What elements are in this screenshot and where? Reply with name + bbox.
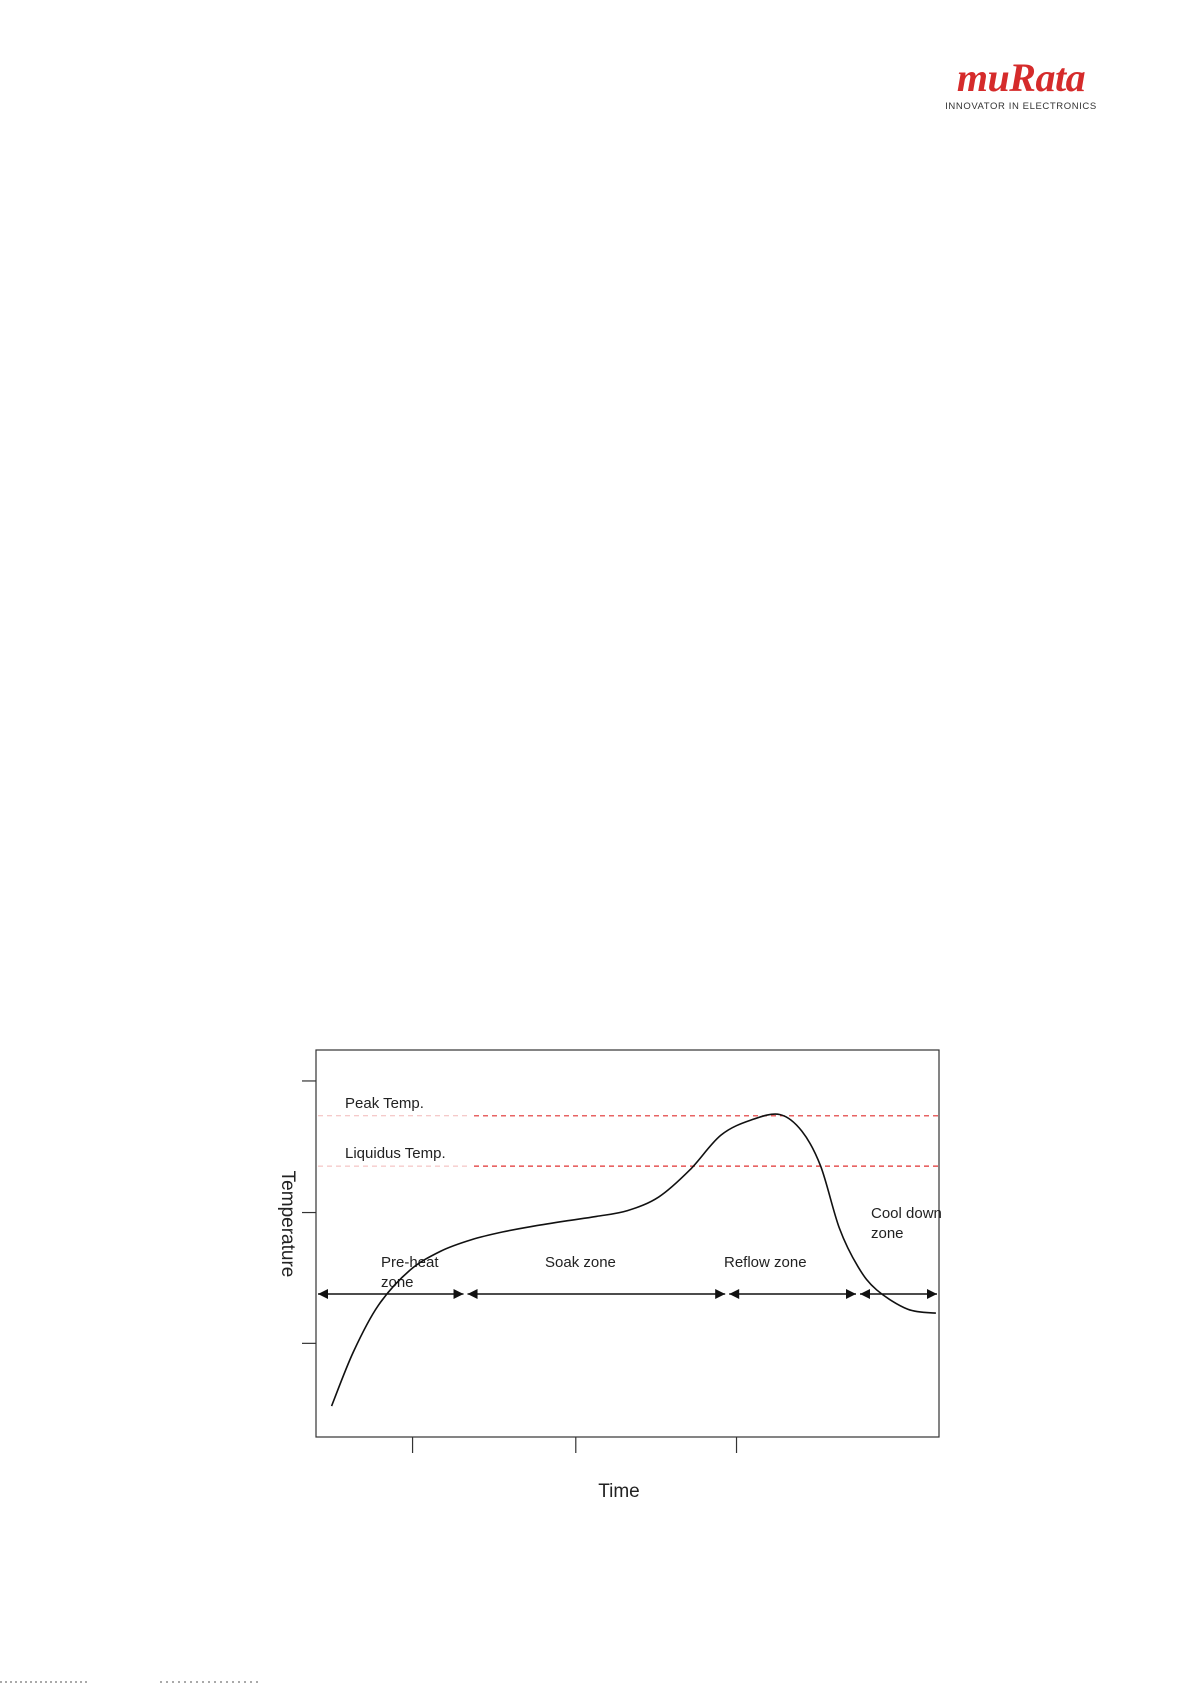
x-axis-label: Time bbox=[598, 1481, 640, 1502]
zone-arrowhead-1-start bbox=[318, 1289, 328, 1299]
zone-arrowhead-1-end bbox=[453, 1289, 464, 1299]
y-axis-label: Temperature bbox=[277, 1171, 298, 1278]
zone-label-4-line-1: Cool down bbox=[871, 1205, 942, 1222]
x-axis-ticks bbox=[411, 1437, 738, 1453]
logo-wordmark: muRata bbox=[956, 55, 1086, 100]
zone-markers: Pre-heat zone Soak zone Reflow zone Cool dow… bbox=[318, 1205, 942, 1299]
plot-frame bbox=[315, 1049, 940, 1438]
murata-logo: muRata INNOVATOR IN ELECTRONICS bbox=[928, 58, 1118, 114]
ref-line-label-2: Liquidus Temp. bbox=[345, 1145, 446, 1162]
zone-label-4-line-2: zone bbox=[871, 1225, 904, 1242]
logo-tagline: INNOVATOR IN ELECTRONICS bbox=[945, 101, 1097, 112]
page-bottom-edge bbox=[0, 1681, 260, 1683]
series-layer bbox=[330, 1113, 936, 1407]
zone-arrowhead-3-end bbox=[846, 1289, 857, 1299]
zone-label-1-line-1: Pre-heat bbox=[381, 1254, 439, 1271]
zone-arrowhead-4-start bbox=[860, 1289, 871, 1299]
zone-label-3-line-1: Reflow zone bbox=[724, 1254, 807, 1271]
zone-arrowhead-2-start bbox=[467, 1289, 478, 1299]
zone-label-2-line-1: Soak zone bbox=[545, 1254, 616, 1271]
zone-arrowhead-4-end bbox=[927, 1289, 937, 1299]
ref-line-label-1: Peak Temp. bbox=[345, 1095, 424, 1112]
zone-arrowhead-3-start bbox=[729, 1289, 740, 1299]
temperature-profile-line bbox=[330, 1113, 936, 1407]
zone-arrowhead-2-end bbox=[715, 1289, 726, 1299]
reference-lines: Peak Temp. Liquidus Temp. bbox=[318, 1095, 938, 1167]
y-axis-ticks bbox=[302, 1080, 316, 1344]
